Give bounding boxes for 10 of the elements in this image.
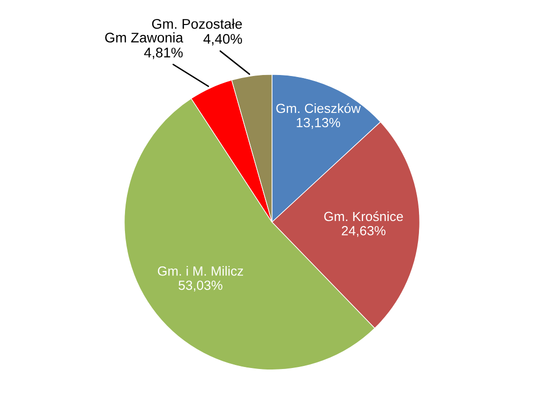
slice-label: Gm. Pozostałe (152, 18, 242, 29)
data-label: 4,81% (144, 48, 183, 60)
data-label: 24,63% (342, 226, 386, 237)
slice-label: Gm. Cieszków (276, 103, 361, 114)
data-label: 13,13% (296, 118, 340, 129)
slice-label: Gm. Krośnice (324, 211, 403, 222)
slice-label: Gm. i M. Milicz (158, 266, 244, 276)
data-label: 4,40% (203, 34, 242, 46)
slice-label: Gm Zawonia (105, 32, 184, 43)
data-label: 53,03% (178, 280, 222, 292)
